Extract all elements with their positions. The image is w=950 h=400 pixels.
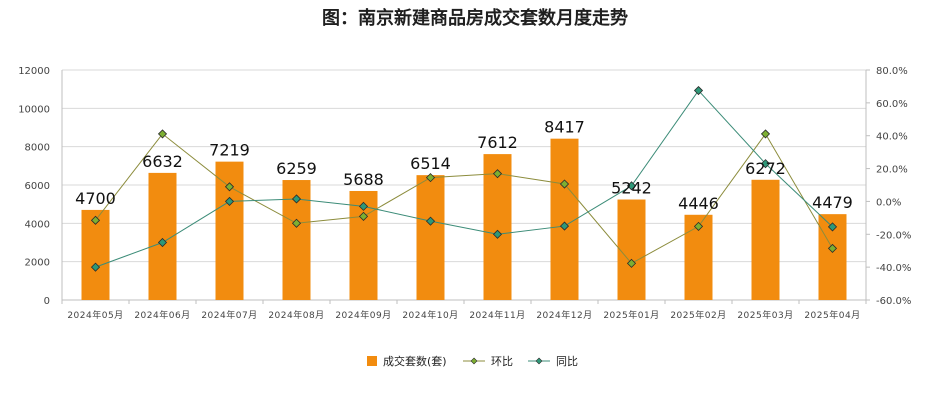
mom-line bbox=[95, 132, 833, 265]
mom-point[interactable] bbox=[358, 211, 369, 221]
yoy-point[interactable] bbox=[693, 85, 704, 96]
mom-point[interactable] bbox=[157, 129, 168, 139]
legend-yoy-label: 同比 bbox=[556, 355, 578, 368]
legend-bar-swatch bbox=[367, 356, 377, 366]
x-tick-label: 2025年02月 bbox=[670, 309, 726, 321]
yoy-point[interactable] bbox=[157, 237, 168, 248]
mom-point[interactable] bbox=[693, 221, 704, 231]
bar[interactable] bbox=[416, 175, 445, 300]
bar-data-label: 4479 bbox=[812, 193, 853, 212]
x-tick-label: 2024年07月 bbox=[201, 309, 257, 321]
bar-data-label: 5688 bbox=[343, 170, 384, 189]
legend-yoy-marker bbox=[535, 357, 543, 365]
y-right-tick-label: -20.0% bbox=[876, 230, 911, 241]
x-tick-label: 2024年09月 bbox=[335, 309, 391, 321]
mom-point[interactable] bbox=[90, 215, 101, 225]
mom-point[interactable] bbox=[492, 169, 503, 179]
yoy-point[interactable] bbox=[425, 216, 436, 226]
mom-point[interactable] bbox=[291, 218, 302, 228]
x-tick-label: 2024年06月 bbox=[134, 309, 190, 321]
x-tick-label: 2024年10月 bbox=[402, 309, 458, 321]
y-left-tick-label: 12000 bbox=[18, 66, 50, 77]
y-left-tick-label: 10000 bbox=[18, 104, 50, 115]
yoy-point[interactable] bbox=[90, 262, 101, 272]
bar[interactable] bbox=[483, 154, 512, 300]
bar-data-label: 6272 bbox=[745, 159, 786, 178]
legend-bar-label: 成交套数(套) bbox=[383, 354, 447, 368]
yoy-point[interactable] bbox=[492, 229, 503, 239]
yoy-point[interactable] bbox=[559, 221, 570, 231]
mom-point[interactable] bbox=[626, 258, 637, 268]
yoy-point[interactable] bbox=[626, 181, 637, 191]
chart-title: 图：南京新建商品房成交套数月度走势 bbox=[322, 8, 628, 29]
mom-point[interactable] bbox=[760, 129, 771, 139]
bar-data-label: 6514 bbox=[410, 154, 451, 173]
x-tick-label: 2024年12月 bbox=[536, 309, 592, 321]
x-tick-label: 2025年03月 bbox=[737, 309, 793, 321]
x-tick-label: 2024年11月 bbox=[469, 309, 525, 321]
mom-point[interactable] bbox=[425, 173, 436, 183]
bar[interactable] bbox=[751, 179, 780, 300]
y-right-tick-label: 80.0% bbox=[876, 66, 908, 77]
yoy-point[interactable] bbox=[224, 196, 235, 206]
y-right-tick-label: -40.0% bbox=[876, 263, 911, 274]
y-left-tick-label: 2000 bbox=[25, 258, 50, 269]
y-left-tick-label: 6000 bbox=[25, 181, 50, 192]
bar-data-label: 5242 bbox=[611, 179, 652, 198]
y-right-tick-label: 40.0% bbox=[876, 132, 908, 143]
x-tick-label: 2025年01月 bbox=[603, 309, 659, 321]
legend-mom-label: 环比 bbox=[491, 355, 513, 368]
yoy-point[interactable] bbox=[291, 194, 302, 204]
x-tick-label: 2024年08月 bbox=[268, 309, 324, 321]
bar[interactable] bbox=[550, 138, 579, 300]
bar-data-label: 6259 bbox=[276, 159, 317, 178]
y-left-tick-label: 8000 bbox=[25, 143, 50, 154]
y-left-tick-label: 0 bbox=[44, 296, 50, 307]
yoy-line bbox=[95, 89, 833, 268]
bar-data-label: 4700 bbox=[75, 189, 116, 208]
mom-point[interactable] bbox=[224, 182, 235, 192]
bar-data-label: 4446 bbox=[678, 194, 719, 213]
bar[interactable] bbox=[81, 209, 110, 300]
x-tick-label: 2024年05月 bbox=[67, 309, 123, 321]
y-right-tick-label: 0.0% bbox=[876, 197, 901, 208]
bar-data-label: 6632 bbox=[142, 152, 183, 171]
y-right-tick-label: 20.0% bbox=[876, 165, 908, 176]
mom-point[interactable] bbox=[827, 243, 838, 253]
x-tick-label: 2025年04月 bbox=[804, 309, 860, 321]
yoy-point[interactable] bbox=[827, 222, 838, 232]
legend-mom-marker bbox=[470, 357, 478, 365]
y-left-tick-label: 4000 bbox=[25, 219, 50, 230]
y-right-tick-label: 60.0% bbox=[876, 99, 908, 110]
yoy-point[interactable] bbox=[760, 159, 771, 169]
bar-data-label: 7219 bbox=[209, 141, 250, 160]
yoy-point[interactable] bbox=[358, 201, 369, 211]
mom-point[interactable] bbox=[559, 179, 570, 189]
bar-data-label: 7612 bbox=[477, 133, 518, 152]
y-right-tick-label: -60.0% bbox=[876, 296, 911, 307]
bar-data-label: 8417 bbox=[544, 118, 585, 137]
bar[interactable] bbox=[617, 199, 646, 300]
